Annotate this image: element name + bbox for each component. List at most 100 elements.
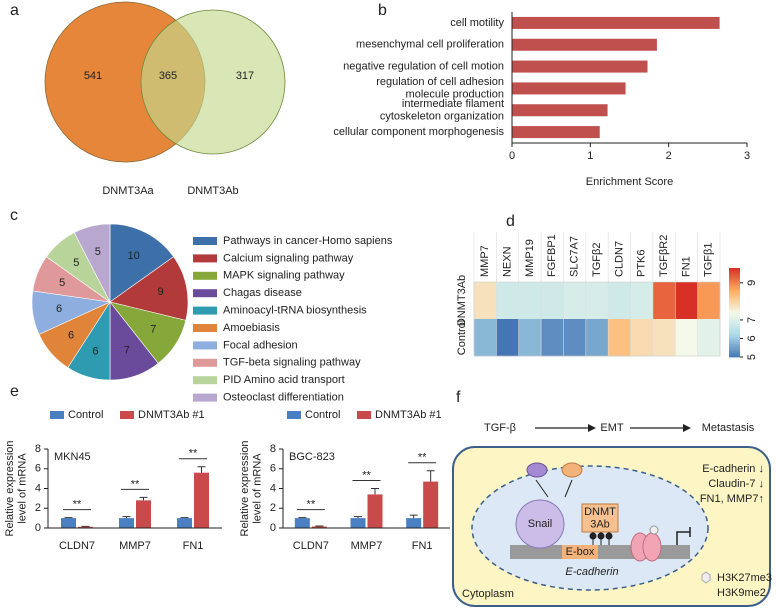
heat-cell (630, 282, 654, 320)
colorbar-step (729, 301, 740, 304)
legend-label: Chagas disease (223, 287, 302, 299)
colorbar-step (729, 323, 740, 327)
y-tick-label: 8 (35, 443, 41, 455)
slice-label: 9 (157, 286, 163, 298)
chart-title: BGC-823 (289, 451, 335, 463)
error-bar (371, 488, 379, 495)
y-tick-label: 6 (35, 463, 41, 475)
bar (367, 494, 383, 528)
bar (512, 38, 657, 51)
legend-swatch (193, 358, 217, 367)
bar (136, 500, 151, 528)
x-tick-label: MMP7 (351, 540, 383, 552)
heat-cell (697, 282, 721, 320)
column-label: NEXN (501, 246, 513, 277)
heat-cell (541, 282, 564, 320)
x-tick-label: 3 (744, 150, 750, 162)
error-bar (197, 466, 206, 473)
venn-count: 365 (159, 70, 177, 82)
gene-block (676, 527, 691, 545)
colorbar-step (729, 276, 740, 280)
heat-cell (496, 319, 520, 357)
colorbar-step (729, 283, 740, 287)
x-tick-label: 0 (509, 150, 515, 162)
panel-label: e (10, 383, 19, 400)
category-label: mesenchymal cell proliferation (356, 39, 504, 51)
colorbar-step (729, 268, 740, 271)
x-tick-label: 2 (666, 150, 672, 162)
bar (512, 126, 600, 139)
colorbar-label: 6 (746, 335, 758, 341)
legend-label: Osteoclast differentiation (223, 392, 344, 404)
heat-cell (675, 319, 698, 357)
colorbar-step (729, 348, 740, 351)
x-tick-label: CLDN7 (59, 540, 95, 552)
legend-label: Focal adhesion (223, 339, 298, 351)
dnmt-protein (581, 503, 619, 533)
x-tick-label: CLDN7 (293, 540, 329, 552)
colorbar-step (729, 272, 740, 276)
row-label: Control (456, 320, 468, 355)
slice-label: 6 (68, 330, 74, 342)
slice-label: 5 (95, 246, 101, 258)
heat-cell (585, 282, 609, 320)
slice-label: 7 (150, 324, 156, 336)
histone-label: H3K27me3 (717, 572, 772, 584)
column-label: PTK6 (636, 249, 648, 277)
legend-label: MAPK signaling pathway (223, 270, 345, 282)
flow-step: Metastasis (702, 422, 755, 434)
colorbar-step (729, 316, 740, 320)
error-bar (122, 516, 131, 519)
legend-swatch (193, 271, 217, 280)
snail-label: Snail (528, 518, 552, 530)
bar (512, 104, 608, 117)
colorbar-step (729, 336, 740, 340)
x-tick-label: FN1 (183, 540, 204, 552)
protein (526, 462, 548, 478)
bar (78, 526, 93, 528)
colorbar-step (729, 288, 740, 291)
heat-cell (630, 319, 654, 357)
heat-cell (518, 282, 542, 320)
legend-label: DNMT3Ab #1 (138, 409, 205, 421)
legend-swatch (357, 411, 371, 419)
colorbar-step (729, 290, 740, 293)
colorbar-step (729, 274, 740, 278)
effect: Claudin-7 ↓ (708, 478, 764, 490)
y-axis-label: Relative expressionlevel of mRNA (239, 441, 264, 537)
legend-swatch (120, 411, 134, 419)
y-tick-label: 0 (270, 522, 276, 534)
protein (561, 462, 583, 478)
significance: ** (189, 448, 198, 460)
colorbar-step (729, 305, 740, 309)
legend-swatch (193, 393, 217, 402)
effect: E-cadherin ↓ (702, 463, 764, 475)
colorbar-step (729, 330, 740, 333)
slice-label: 6 (56, 303, 62, 315)
colorbar-step (729, 341, 740, 345)
colorbar-step (729, 352, 740, 356)
legend-label: TGF-beta signaling pathway (223, 357, 361, 369)
bar (512, 82, 626, 95)
colorbar-step (729, 299, 740, 302)
row-label: DNMT3Ab (456, 275, 468, 326)
set-label: DNMT3Aa (102, 185, 154, 197)
x-axis-label: Enrichment Score (586, 176, 673, 188)
error-bar (354, 516, 362, 519)
effect: FN1, MMP7↑ (700, 493, 764, 505)
set-label: DNMT3Ab (187, 185, 238, 197)
legend-swatch (193, 341, 217, 350)
slice-label: 7 (124, 345, 130, 357)
significance: ** (418, 452, 427, 464)
heat-cell (608, 319, 631, 357)
diagram (452, 424, 771, 607)
significance: ** (307, 499, 316, 511)
arrow (564, 479, 573, 498)
colorbar-step (729, 314, 740, 318)
bar (294, 518, 310, 528)
colorbar-step (729, 334, 740, 338)
x-tick-label: 1 (587, 150, 593, 162)
panel-label: c (10, 207, 18, 224)
slice-label: 5 (73, 257, 79, 269)
